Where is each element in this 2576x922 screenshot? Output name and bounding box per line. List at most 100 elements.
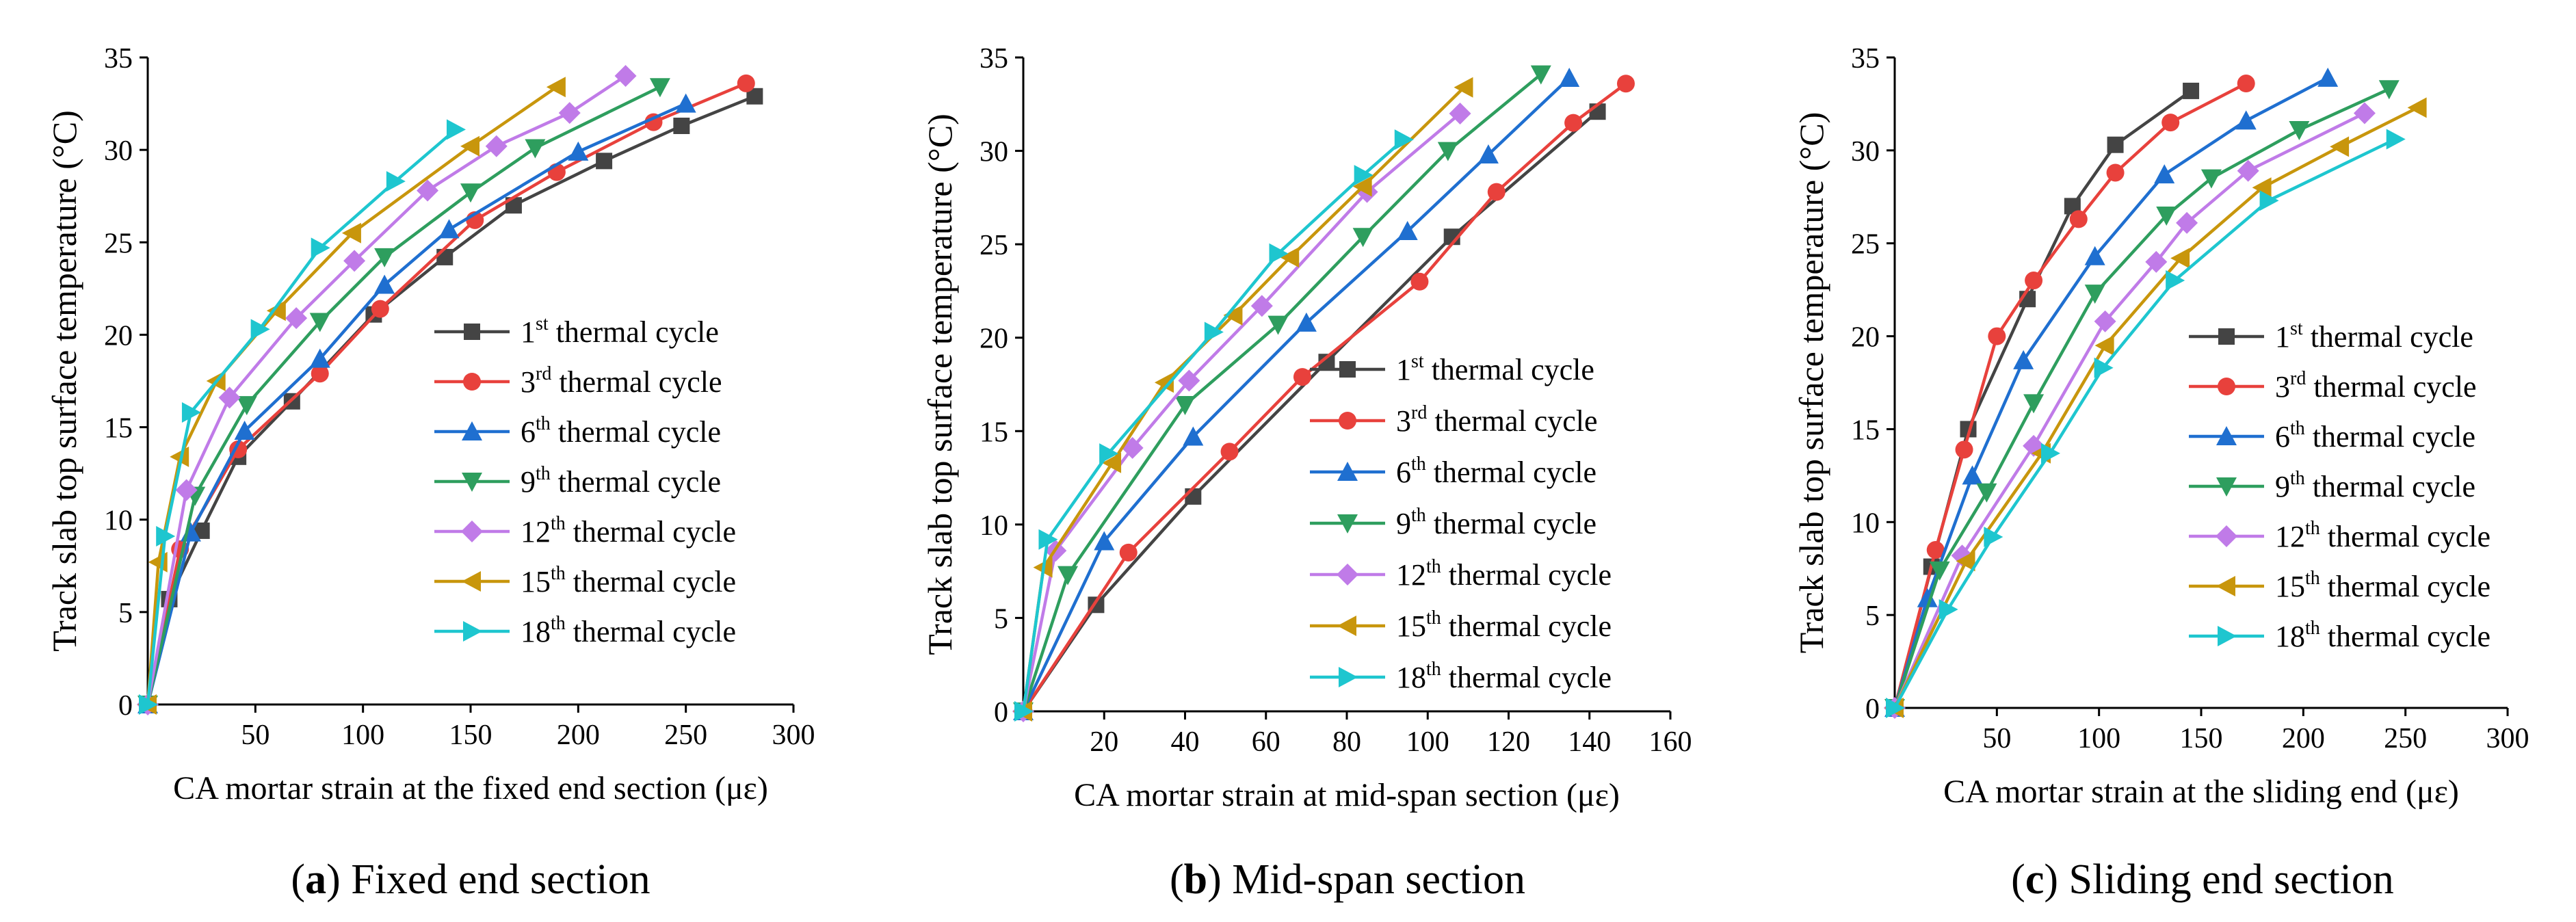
legend-item: 1st thermal cycle: [1310, 351, 1594, 386]
legend-label: 9th thermal cycle: [1396, 505, 1596, 540]
data-point: [2084, 246, 2105, 265]
legend-marker: [462, 571, 481, 592]
legend-marker: [1337, 462, 1358, 481]
data-point: [2013, 350, 2034, 369]
data-point: [1099, 443, 1119, 464]
legend-item: 1st thermal cycle: [2189, 318, 2473, 354]
y-tick-label: 25: [104, 228, 133, 259]
y-tick-label: 30: [104, 135, 133, 167]
y-tick-label: 15: [104, 413, 133, 445]
panel-caption: (a) Fixed end section: [291, 856, 650, 903]
data-point: [2040, 443, 2060, 464]
y-tick-label: 0: [1865, 694, 1880, 725]
legend-marker: [1339, 412, 1356, 430]
legend-marker: [1337, 616, 1356, 636]
data-point: [1267, 315, 1289, 335]
data-point: [1487, 183, 1506, 201]
data-point: [1955, 440, 1973, 459]
data-point: [139, 694, 158, 715]
data-point: [371, 300, 389, 318]
data-point: [1293, 368, 1311, 386]
data-point: [374, 248, 395, 267]
data-point: [2378, 80, 2400, 100]
legend-label: 15th thermal cycle: [2275, 568, 2490, 603]
data-point: [1038, 529, 1058, 550]
x-tick-label: 20: [1090, 726, 1118, 758]
legend-marker: [462, 473, 482, 492]
legend-item: 15th thermal cycle: [2189, 568, 2490, 603]
y-tick-label: 15: [1851, 414, 1880, 446]
data-point: [1250, 295, 1273, 317]
legend-item: 18th thermal cycle: [1310, 659, 1612, 694]
data-point: [2107, 136, 2124, 153]
legend: 1st thermal cycle 3rd thermal cycle 6th th…: [2189, 318, 2490, 653]
panel-caption: (b) Mid-span section: [1170, 856, 1525, 903]
y-tick-label: 35: [104, 43, 133, 75]
data-point: [1449, 102, 1471, 124]
panel-caption: (c) Sliding end section: [2011, 856, 2394, 903]
data-point: [525, 139, 546, 159]
y-tick-label: 25: [980, 230, 1008, 261]
data-point: [546, 77, 566, 98]
x-tick-label: 150: [449, 720, 492, 751]
legend-item: 9th thermal cycle: [434, 463, 721, 499]
data-point: [1296, 312, 1317, 332]
legend-item: 3rd thermal cycle: [434, 363, 722, 399]
legend-marker: [463, 373, 481, 391]
series-18: [1014, 129, 1414, 722]
legend-marker: [2216, 576, 2235, 596]
legend-marker: [462, 421, 482, 440]
data-point: [1220, 443, 1239, 461]
data-point: [1352, 176, 1372, 197]
y-tick-label: 35: [1851, 43, 1880, 75]
data-point: [386, 171, 406, 192]
legend-item: 12th thermal cycle: [1310, 556, 1612, 592]
data-point: [2237, 159, 2259, 182]
series-line: [1893, 137, 2396, 709]
legend-label: 1st thermal cycle: [2275, 318, 2473, 354]
y-tick-label: 5: [118, 598, 133, 629]
data-point: [1616, 75, 1635, 93]
legend-marker: [1339, 361, 1356, 378]
legend-item: 15th thermal cycle: [1310, 607, 1612, 643]
legend-item: 1st thermal cycle: [434, 313, 719, 349]
legend-label: 1st thermal cycle: [1396, 351, 1594, 386]
data-point: [1530, 65, 1551, 85]
x-axis-label: CA mortar strain at the sliding end (με): [1943, 774, 2459, 810]
legend-item: 18th thermal cycle: [434, 613, 736, 648]
data-point: [446, 119, 466, 140]
x-axis-label: CA mortar strain at the fixed end sectio…: [173, 770, 768, 806]
x-tick-label: 300: [2486, 723, 2529, 754]
data-point: [2252, 177, 2272, 198]
y-tick-label: 20: [980, 324, 1008, 355]
x-tick-label: 300: [772, 720, 815, 751]
legend-label: 15th thermal cycle: [1396, 607, 1612, 643]
data-point: [596, 153, 613, 170]
series-line: [1893, 76, 2329, 709]
y-tick-label: 20: [1851, 322, 1880, 354]
data-point: [558, 102, 581, 124]
data-point: [181, 401, 201, 423]
data-point: [1886, 698, 1905, 718]
legend-label: 9th thermal cycle: [2275, 468, 2475, 503]
legend: 1st thermal cycle 3rd thermal cycle 6th th…: [1310, 351, 1612, 694]
x-tick-label: 140: [1568, 726, 1611, 758]
data-point: [2084, 285, 2105, 304]
data-point: [1204, 321, 1224, 343]
data-point: [1956, 551, 1975, 572]
data-point: [417, 179, 439, 202]
x-tick-label: 100: [2077, 723, 2120, 754]
legend-marker: [1337, 564, 1358, 585]
data-point: [1269, 243, 1289, 264]
legend-item: 12th thermal cycle: [2189, 518, 2490, 553]
y-tick-label: 35: [980, 43, 1008, 75]
legend-label: 9th thermal cycle: [521, 463, 721, 499]
legend-item: 15th thermal cycle: [434, 563, 736, 598]
series-18: [139, 119, 466, 715]
data-point: [250, 319, 270, 340]
data-point: [1119, 543, 1138, 562]
data-point: [175, 479, 198, 501]
data-point: [1938, 598, 1958, 620]
